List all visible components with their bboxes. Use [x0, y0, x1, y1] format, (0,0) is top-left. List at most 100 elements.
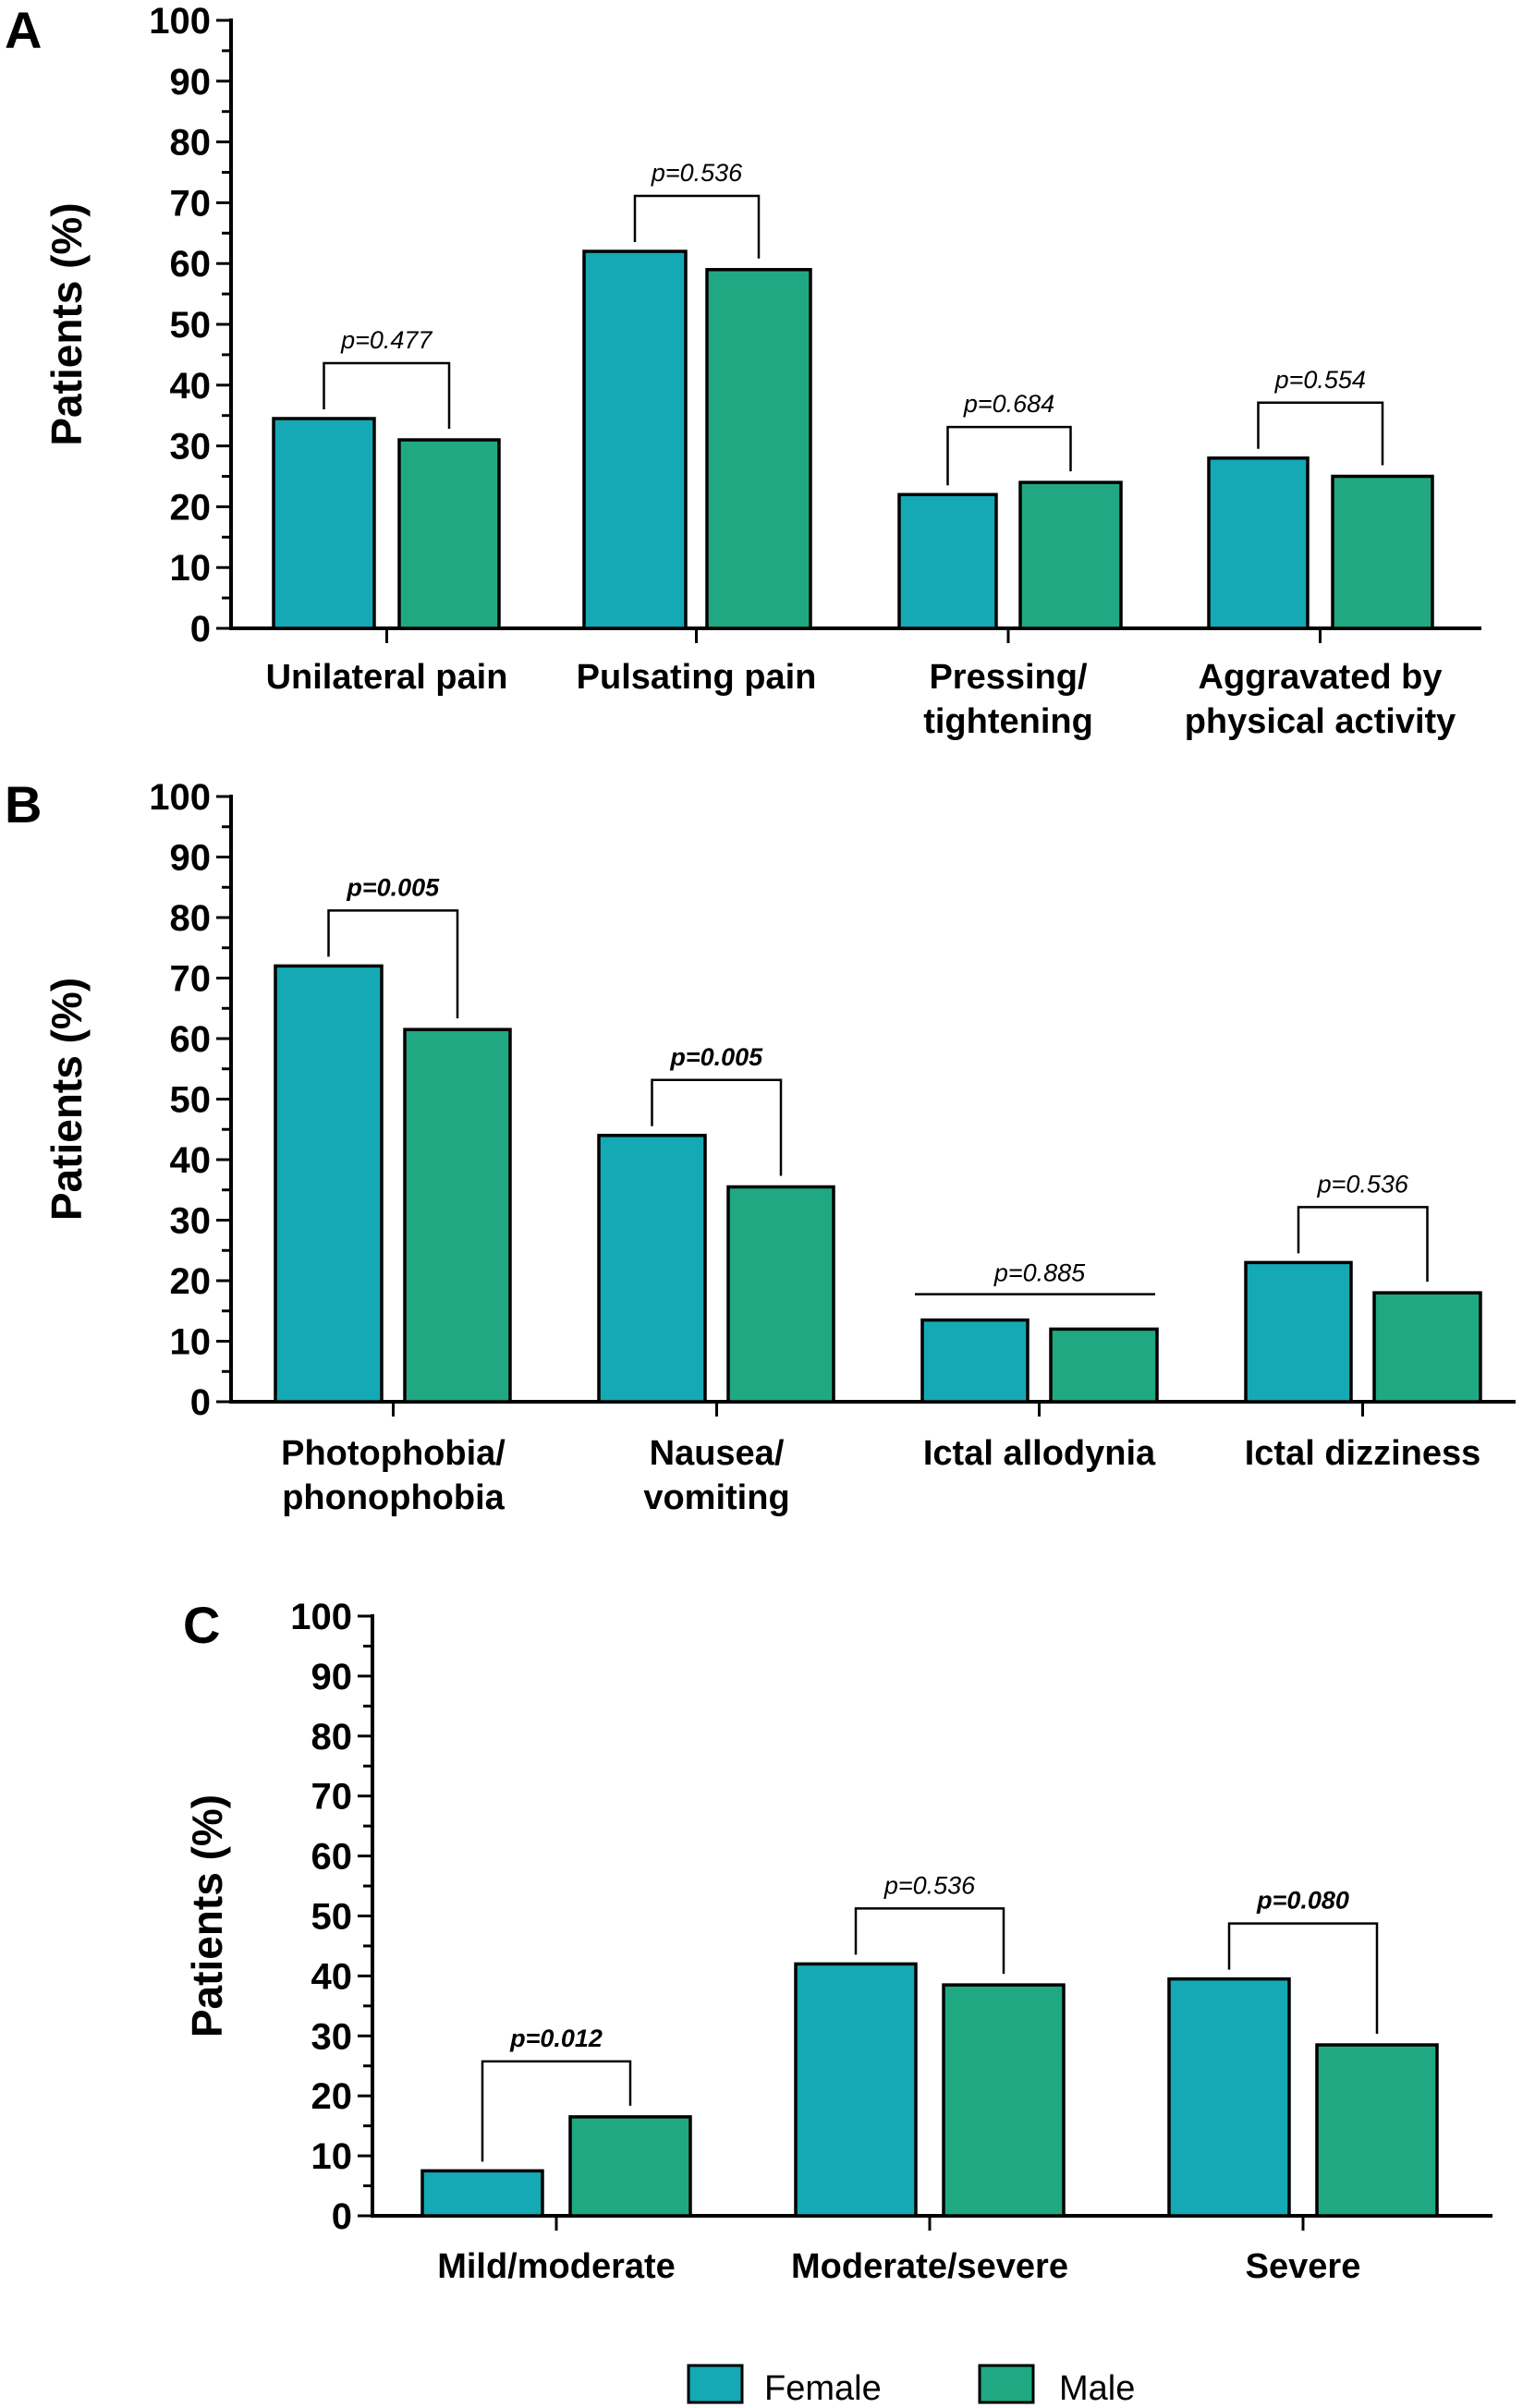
y-tick-label: 60	[311, 1837, 353, 1878]
x-tick-label: Photophobia/phonophobia	[281, 1434, 506, 1517]
panel-letter: C	[183, 1596, 220, 1654]
legend-label-male: Male	[1059, 2369, 1135, 2408]
bar-male	[568, 2115, 692, 2218]
x-tick-label: Pulsating pain	[577, 658, 817, 697]
x-tick-label-line: phonophobia	[282, 1478, 505, 1517]
y-tick-label: 40	[311, 1956, 353, 1997]
y-tick-label: 60	[170, 1019, 212, 1060]
significance-bracket	[633, 194, 761, 259]
y-tick-label: 70	[311, 1777, 353, 1818]
y-tick-label: 10	[170, 1322, 212, 1363]
y-tick-label: 90	[311, 1657, 353, 1697]
chart-panel-b: B Patients (%) 0 10 20 30 40 50 60 70 80 90 100 Photo…	[5, 775, 1516, 1517]
y-tick-label: 80	[170, 898, 212, 939]
y-tick-label: 0	[332, 2196, 352, 2237]
x-tick-label-line: Photophobia/	[281, 1434, 506, 1473]
y-tick-label: 100	[149, 1, 211, 42]
y-tick-label: 40	[170, 366, 212, 407]
p-value-label: p=0.536	[883, 1871, 976, 1899]
y-tick-label: 20	[170, 1261, 212, 1302]
significance-bracket	[481, 2060, 632, 2162]
y-tick-label: 90	[170, 838, 212, 879]
y-tick-label: 100	[149, 777, 211, 818]
bar-male	[1049, 1327, 1159, 1404]
legend-swatch-female	[687, 2364, 744, 2404]
x-tick-label: Ictal dizziness	[1245, 1434, 1481, 1473]
y-tick-label: 60	[170, 244, 212, 285]
y-tick-label: 50	[170, 1080, 212, 1121]
y-tick-label: 10	[311, 2136, 353, 2177]
y-tick-label: 0	[190, 609, 211, 650]
legend: Female Male	[687, 2364, 1135, 2408]
p-value-label: p=0.536	[651, 159, 743, 187]
bar-female	[1207, 456, 1310, 630]
y-tick-label: 40	[170, 1140, 212, 1181]
x-tick-label-line: Aggravated by	[1199, 658, 1443, 697]
bar-male	[397, 438, 501, 630]
y-tick-label: 30	[311, 2016, 353, 2057]
x-tick-label: Aggravated by physical activity	[1185, 658, 1456, 741]
panel-letter: A	[5, 1, 42, 59]
chart-panel-c: C Patients (%) 0 10 20 30 40 50 60 70 80 90 100 Mild/…	[183, 1596, 1492, 2286]
y-tick-label: 20	[311, 2076, 353, 2117]
bar-female	[897, 493, 998, 630]
bar-female	[1244, 1260, 1353, 1404]
y-tick-label: 70	[170, 959, 212, 1000]
chart-panel-a: A Patients (%) 0 10 20 30 40 50 60 70 80 90 100 Unila…	[5, 1, 1481, 741]
bar-male	[705, 268, 812, 630]
y-tick-label: 70	[170, 183, 212, 224]
x-tick-label: Mild/moderate	[437, 2247, 676, 2286]
p-value-label: p=0.005	[669, 1043, 763, 1071]
x-tick-label-line: vomiting	[643, 1478, 789, 1517]
legend-swatch-male	[978, 2364, 1035, 2404]
p-value-label: p=0.012	[509, 2025, 603, 2052]
significance-bracket	[854, 1907, 1005, 1975]
bar-female	[272, 417, 376, 630]
x-tick-label-line: Nausea/	[650, 1434, 785, 1473]
legend-label-female: Female	[764, 2369, 882, 2408]
significance-bracket	[1297, 1206, 1429, 1283]
y-tick-label: 90	[170, 62, 212, 103]
p-value-label: p=0.885	[993, 1259, 1086, 1287]
bar-female	[582, 249, 688, 630]
y-tick-label: 50	[311, 1897, 353, 1938]
x-tick-label-line: Severe	[1246, 2247, 1361, 2286]
x-tick-label-line: Pressing/	[929, 658, 1088, 697]
significance-bracket	[327, 909, 459, 1019]
y-tick-label: 30	[170, 1201, 212, 1242]
x-tick-label-line: Pulsating pain	[577, 658, 817, 697]
bar-male	[726, 1185, 835, 1404]
y-tick-label: 30	[170, 427, 212, 468]
x-tick-label: Pressing/tightening	[923, 658, 1093, 741]
p-value-label: p=0.536	[1317, 1170, 1409, 1198]
x-tick-label-line: physical activity	[1185, 702, 1456, 741]
significance-bracket	[946, 425, 1072, 486]
panel-letter: B	[5, 775, 42, 833]
bar-female	[920, 1318, 1029, 1404]
significance-bracket	[1227, 1922, 1379, 2035]
bar-male	[1018, 480, 1123, 630]
x-tick-label-line: Ictal allodynia	[923, 1434, 1156, 1473]
p-value-label: p=0.080	[1256, 1887, 1349, 1915]
y-axis-label: Patients (%)	[183, 1794, 231, 2037]
x-tick-label-line: Mild/moderate	[437, 2247, 676, 2286]
y-tick-label: 50	[170, 305, 212, 346]
p-value-label: p=0.005	[346, 873, 440, 901]
bar-female	[274, 964, 384, 1404]
p-value-label: p=0.684	[963, 390, 1054, 418]
significance-bracket	[1257, 401, 1384, 466]
y-tick-label: 0	[190, 1382, 211, 1423]
y-axis-label: Patients (%)	[43, 202, 91, 445]
x-tick-label-line: tightening	[923, 702, 1093, 741]
bar-male	[1331, 474, 1434, 630]
y-tick-label: 80	[170, 123, 212, 164]
bar-female	[1167, 1976, 1291, 2218]
x-tick-label: Ictal allodynia	[923, 1434, 1156, 1473]
bar-male	[403, 1028, 512, 1404]
p-value-label: p=0.477	[340, 326, 432, 354]
y-tick-label: 100	[290, 1597, 352, 1637]
x-tick-label: Unilateral pain	[266, 658, 508, 697]
bar-female	[597, 1134, 707, 1404]
x-tick-label: Severe	[1246, 2247, 1361, 2286]
